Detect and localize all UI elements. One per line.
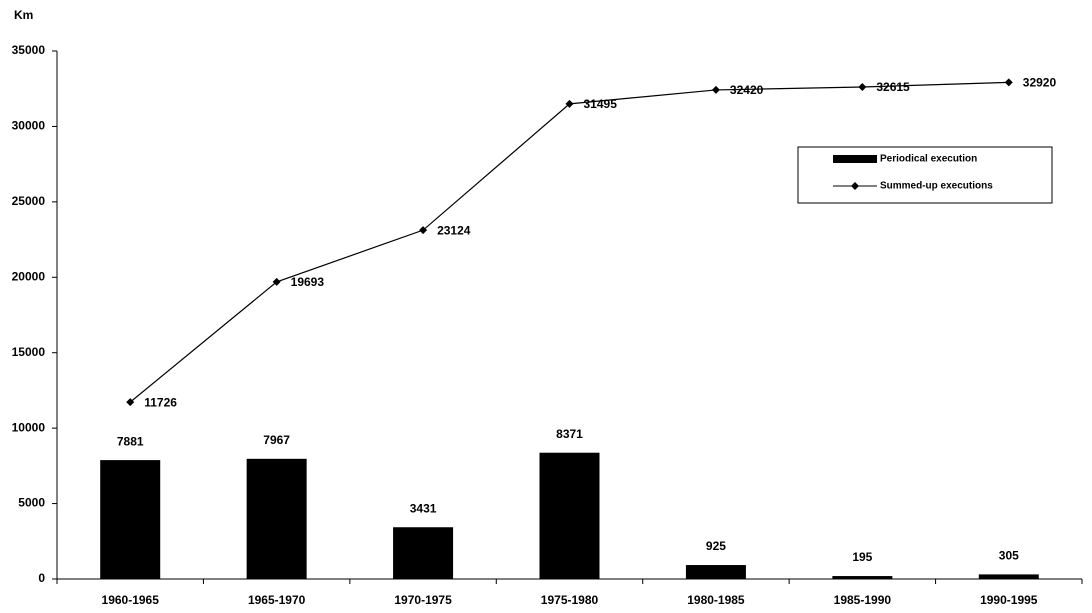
x-tick-label: 1970-1975 — [394, 593, 452, 607]
y-tick-label: 15000 — [12, 345, 46, 359]
legend-label: Periodical execution — [880, 154, 977, 165]
line-marker — [858, 82, 867, 91]
x-tick-label: 1990-1995 — [980, 593, 1038, 607]
x-tick-label: 1960-1965 — [102, 593, 160, 607]
x-tick-label: 1965-1970 — [248, 593, 306, 607]
legend-label: Summed-up executions — [880, 181, 993, 192]
x-tick-label: 1985-1990 — [834, 593, 892, 607]
y-tick-label: 10000 — [12, 420, 46, 434]
bar-value-label: 305 — [999, 549, 1019, 563]
y-axis-label: Km — [14, 8, 33, 22]
y-tick-label: 0 — [38, 571, 45, 585]
bar-value-label: 7967 — [263, 433, 290, 447]
bar — [685, 565, 746, 579]
line-value-label: 11726 — [144, 395, 177, 409]
line-marker — [565, 99, 574, 108]
legend-swatch — [833, 155, 877, 163]
bar-value-label: 7881 — [117, 434, 144, 448]
line-marker — [126, 398, 135, 407]
line-marker — [711, 85, 720, 94]
bar — [393, 527, 454, 579]
line-marker — [272, 277, 281, 286]
y-tick-label: 30000 — [12, 119, 46, 133]
bar-value-label: 925 — [706, 539, 726, 553]
bar-value-label: 195 — [852, 550, 872, 564]
line-value-label: 23124 — [437, 223, 471, 237]
line-value-label: 32920 — [1023, 76, 1057, 90]
bar — [978, 574, 1039, 579]
line-value-label: 32420 — [730, 83, 764, 97]
bar — [539, 452, 600, 579]
y-tick-label: 20000 — [12, 269, 46, 283]
x-tick-label: 1980-1985 — [687, 593, 745, 607]
legend-marker — [851, 182, 859, 190]
line-value-label: 32615 — [876, 80, 910, 94]
line — [129, 81, 1009, 403]
y-tick-label: 35000 — [12, 43, 46, 57]
line-value-label: 19693 — [291, 275, 325, 289]
bar — [832, 576, 893, 579]
y-tick-label: 5000 — [18, 496, 45, 510]
x-tick-label: 1975-1980 — [541, 593, 599, 607]
line-marker — [1004, 78, 1013, 87]
bar-value-label: 3431 — [410, 501, 437, 515]
bar — [100, 460, 161, 579]
bar — [246, 458, 307, 579]
line-value-label: 31495 — [584, 97, 618, 111]
y-tick-label: 25000 — [12, 194, 46, 208]
bar-value-label: 8371 — [556, 427, 583, 441]
line-marker — [419, 226, 428, 235]
